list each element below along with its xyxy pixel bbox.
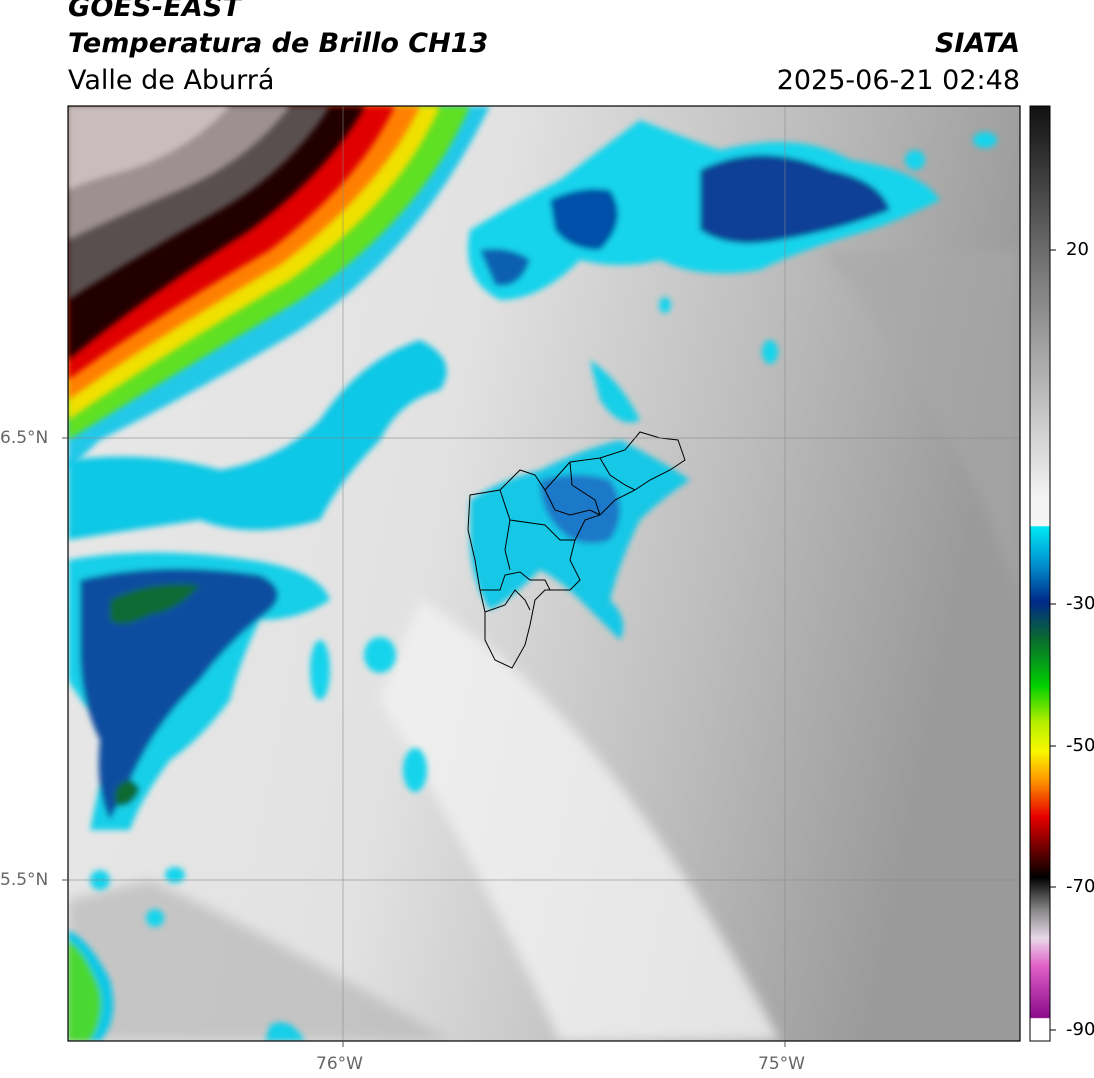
- lat-tick-label: 6.5°N: [0, 428, 49, 448]
- colorbar-tick-label: 20: [1066, 239, 1089, 260]
- organization-label: SIATA: [934, 28, 1020, 59]
- map-frame: [67, 105, 1021, 1042]
- brightness-temperature-field: [68, 106, 1020, 1041]
- lat-tick-label: 5.5°N: [0, 870, 49, 890]
- lon-tick-label: 76°W: [316, 1054, 363, 1074]
- colorbar-tick-label: -30: [1066, 593, 1094, 614]
- title-region: Valle de Aburrá: [68, 65, 275, 96]
- datetime-label: 2025-06-21 02:48: [776, 65, 1020, 96]
- lon-tick-label: 75°W: [758, 1054, 805, 1074]
- colorbar-tick-label: -50: [1066, 735, 1094, 756]
- title-satellite: GOES-EAST: [68, 0, 242, 23]
- warm-band: [68, 106, 490, 470]
- cloud-patches: [68, 120, 997, 1041]
- colorbar: [1029, 105, 1056, 1042]
- municipality-boundaries: [467, 431, 686, 669]
- colorbar-tick-label: -70: [1066, 876, 1094, 897]
- title-product: Temperatura de Brillo CH13: [68, 28, 489, 59]
- graticule: [68, 106, 1020, 1041]
- colorbar-tick-label: -90: [1066, 1019, 1094, 1040]
